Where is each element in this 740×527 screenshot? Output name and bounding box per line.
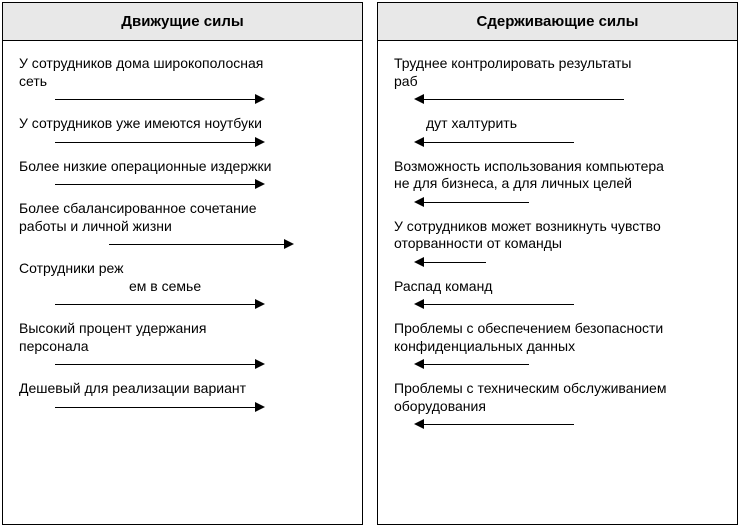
force-field-diagram: Движущие силы У сотрудников дома широкоп… bbox=[0, 0, 740, 527]
force-item-text: Дешевый для реализации вариант bbox=[19, 380, 346, 398]
arrow-left-icon bbox=[394, 136, 721, 150]
arrow-left-icon bbox=[394, 418, 721, 432]
force-item: Проблемы с техническим обслуживаниемобор… bbox=[394, 380, 721, 432]
force-item: Сотрудники режем в семье bbox=[19, 260, 346, 312]
force-item-text: У сотрудников дома широкополоснаясеть bbox=[19, 55, 346, 90]
arrow-left-icon bbox=[394, 196, 721, 210]
restraining-forces-panel: Сдерживающие силы Труднее контролировать… bbox=[377, 2, 738, 525]
arrow-right-icon bbox=[19, 178, 346, 192]
force-item-text: Более сбалансированное сочетаниеработы и… bbox=[19, 200, 346, 235]
arrow-left-icon bbox=[394, 298, 721, 312]
arrow-right-icon bbox=[19, 298, 346, 312]
arrow-left-icon bbox=[394, 358, 721, 372]
force-item: дут халтурить bbox=[394, 115, 721, 150]
force-item-text: Проблемы с техническим обслуживаниемобор… bbox=[394, 380, 721, 415]
force-item-text: У сотрудников может возникнуть чувствоот… bbox=[394, 218, 721, 253]
force-item: У сотрудников уже имеются ноутбуки bbox=[19, 115, 346, 150]
force-item-text: Возможность использования компьютеране д… bbox=[394, 158, 721, 193]
force-item: Возможность использования компьютеране д… bbox=[394, 158, 721, 210]
driving-forces-panel: Движущие силы У сотрудников дома широкоп… bbox=[2, 2, 363, 525]
driving-forces-header: Движущие силы bbox=[3, 3, 362, 41]
force-item-text: Более низкие операционные издержки bbox=[19, 158, 346, 176]
force-item: Высокий процент удержанияперсонала bbox=[19, 320, 346, 372]
force-item: Труднее контролировать результатыраб bbox=[394, 55, 721, 107]
force-item-text: Высокий процент удержанияперсонала bbox=[19, 320, 346, 355]
arrow-left-icon bbox=[394, 256, 721, 270]
force-item-text: У сотрудников уже имеются ноутбуки bbox=[19, 115, 346, 133]
force-item-text: дут халтурить bbox=[394, 115, 721, 133]
restraining-forces-header: Сдерживающие силы bbox=[378, 3, 737, 41]
arrow-left-icon bbox=[394, 93, 721, 107]
force-item-text: Труднее контролировать результатыраб bbox=[394, 55, 721, 90]
force-item: У сотрудников дома широкополоснаясеть bbox=[19, 55, 346, 107]
arrow-right-icon bbox=[19, 401, 346, 415]
force-item: Более низкие операционные издержки bbox=[19, 158, 346, 193]
force-item: Более сбалансированное сочетаниеработы и… bbox=[19, 200, 346, 252]
force-item: Проблемы с обеспечением безопасностиконф… bbox=[394, 320, 721, 372]
force-item-text: Сотрудники режем в семье bbox=[19, 260, 346, 295]
arrow-right-icon bbox=[19, 136, 346, 150]
force-item-text: Проблемы с обеспечением безопасностиконф… bbox=[394, 320, 721, 355]
restraining-forces-body: Труднее контролировать результатыраб дут … bbox=[378, 41, 737, 524]
force-item: Распад команд bbox=[394, 278, 721, 313]
arrow-right-icon bbox=[19, 358, 346, 372]
force-item-text: Распад команд bbox=[394, 278, 721, 296]
arrow-right-icon bbox=[19, 238, 346, 252]
arrow-right-icon bbox=[19, 93, 346, 107]
driving-forces-body: У сотрудников дома широкополоснаясеть У с… bbox=[3, 41, 362, 524]
force-item: Дешевый для реализации вариант bbox=[19, 380, 346, 415]
force-item: У сотрудников может возникнуть чувствоот… bbox=[394, 218, 721, 270]
